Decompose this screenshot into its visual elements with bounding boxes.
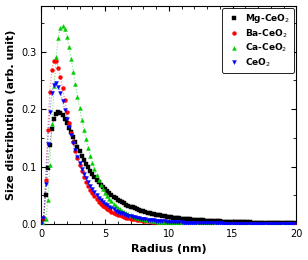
Ca-CeO$_2$ (69, 54, 72, 57)
Ba-CeO$_2$ (262, 222, 266, 225)
CeO$_2$ (84, 176, 87, 179)
Mg-CeO$_2$ (39, 223, 43, 226)
CeO$_2$ (148, 218, 152, 222)
Ca-CeO$_2$ (148, 219, 152, 222)
Mg-CeO$_2$ (290, 222, 293, 225)
CeO$_2$ (290, 222, 293, 225)
Ca-CeO$_2$ (60, 24, 64, 27)
Ba-CeO$_2$ (294, 222, 298, 225)
Line: CeO$_2$: CeO$_2$ (39, 81, 298, 226)
Mg-CeO$_2$ (262, 221, 266, 224)
CeO$_2$ (69, 132, 72, 135)
Ba-CeO$_2$ (53, 58, 57, 62)
Ba-CeO$_2$ (137, 219, 141, 222)
Mg-CeO$_2$ (148, 212, 152, 215)
Ba-CeO$_2$ (148, 220, 152, 223)
Line: Ca-CeO$_2$: Ca-CeO$_2$ (39, 24, 298, 226)
Line: Mg-CeO$_2$: Mg-CeO$_2$ (39, 110, 298, 226)
Y-axis label: Size distribution (arb. unit): Size distribution (arb. unit) (6, 30, 16, 200)
Mg-CeO$_2$ (57, 110, 61, 113)
CeO$_2$ (137, 217, 141, 220)
CeO$_2$ (39, 223, 43, 226)
Ca-CeO$_2$ (39, 223, 43, 226)
Ba-CeO$_2$ (84, 179, 87, 183)
Mg-CeO$_2$ (137, 208, 141, 211)
Ba-CeO$_2$ (69, 128, 72, 132)
Legend: Mg-CeO$_2$, Ba-CeO$_2$, Ca-CeO$_2$, CeO$_2$: Mg-CeO$_2$, Ba-CeO$_2$, Ca-CeO$_2$, CeO$… (222, 8, 294, 73)
Mg-CeO$_2$ (84, 161, 87, 165)
Line: Ba-CeO$_2$: Ba-CeO$_2$ (39, 58, 298, 226)
CeO$_2$ (54, 82, 58, 85)
Ba-CeO$_2$ (39, 223, 43, 226)
Ca-CeO$_2$ (84, 136, 87, 139)
Ca-CeO$_2$ (294, 223, 298, 226)
Ca-CeO$_2$ (262, 222, 266, 225)
X-axis label: Radius (nm): Radius (nm) (131, 244, 207, 255)
CeO$_2$ (262, 222, 266, 225)
Ca-CeO$_2$ (137, 217, 141, 220)
Mg-CeO$_2$ (294, 222, 298, 225)
CeO$_2$ (294, 222, 298, 225)
Mg-CeO$_2$ (69, 129, 72, 133)
Ba-CeO$_2$ (290, 222, 293, 225)
Ca-CeO$_2$ (290, 223, 293, 226)
